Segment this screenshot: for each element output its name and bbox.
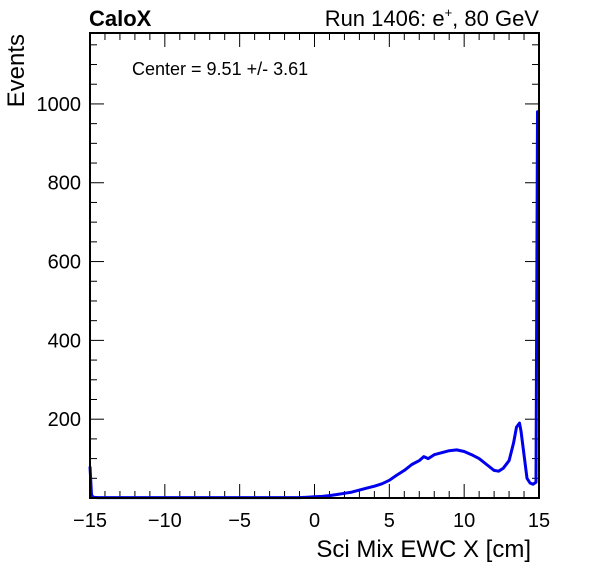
x-tick-label: 15 bbox=[528, 510, 550, 532]
y-tick-label: 800 bbox=[48, 173, 81, 195]
plot-frame bbox=[89, 32, 540, 499]
minor-ticks bbox=[90, 33, 539, 498]
y-tick-labels: 200 400 600 800 1000 bbox=[37, 94, 82, 431]
run-label-suffix: , 80 GeV bbox=[452, 6, 539, 31]
experiment-label: CaloX bbox=[89, 6, 152, 31]
x-tick-label: −10 bbox=[148, 510, 182, 532]
x-tick-label: −15 bbox=[73, 510, 107, 532]
run-label: Run 1406: e+, 80 GeV bbox=[325, 5, 540, 31]
x-tick-label: 10 bbox=[453, 510, 475, 532]
y-tick-label: 400 bbox=[48, 330, 81, 352]
major-ticks bbox=[89, 33, 540, 498]
data-line bbox=[88, 110, 539, 500]
run-label-charge: + bbox=[445, 5, 453, 20]
y-axis-label: Events bbox=[3, 34, 30, 107]
y-tick-label: 1000 bbox=[37, 94, 82, 116]
x-tick-labels: −15 −10 −5 0 5 10 15 bbox=[73, 510, 550, 532]
run-label-prefix: Run 1406: e bbox=[325, 6, 445, 31]
x-tick-label: 0 bbox=[309, 510, 320, 532]
y-tick-label: 600 bbox=[48, 252, 81, 274]
y-tick-label: 200 bbox=[48, 409, 81, 431]
center-annotation: Center = 9.51 +/- 3.61 bbox=[132, 59, 308, 79]
x-axis-label: Sci Mix EWC X [cm] bbox=[316, 536, 531, 563]
x-tick-label: 5 bbox=[384, 510, 395, 532]
x-tick-label: −5 bbox=[228, 510, 251, 532]
